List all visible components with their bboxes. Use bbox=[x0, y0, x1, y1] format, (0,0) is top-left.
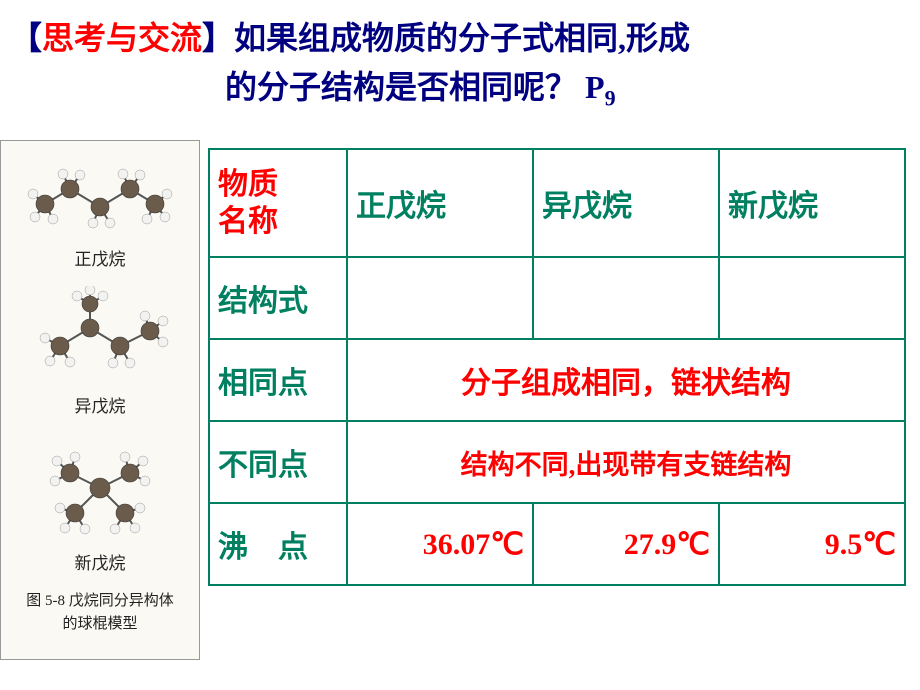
heading-line2: 的分子结构是否相同呢？ P9 bbox=[225, 62, 616, 111]
heading: 【思考与交流】如果组成物质的分子式相同,形成 bbox=[10, 14, 910, 62]
table-row: 相同点 分子组成相同，链状结构 bbox=[209, 339, 905, 421]
page-ref-p: P bbox=[585, 69, 605, 105]
table-row: 沸 点 36.07℃ 27.9℃ 9.5℃ bbox=[209, 503, 905, 585]
cell-struct-3 bbox=[719, 257, 905, 339]
bp-2: 27.9℃ bbox=[533, 503, 719, 585]
table-row: 物质名称 正戊烷 异戊烷 新戊烷 bbox=[209, 149, 905, 257]
row-name-header: 物质名称 bbox=[209, 149, 347, 257]
caption-line1: 戊烷同分异构体 bbox=[69, 593, 174, 609]
table-row: 结构式 bbox=[209, 257, 905, 339]
cell-struct-1 bbox=[347, 257, 533, 339]
pentane-icon bbox=[15, 149, 185, 239]
question-line1: 如果组成物质的分子式相同,形成 bbox=[234, 20, 690, 56]
molecule-3-label: 新戊烷 bbox=[75, 549, 126, 574]
row-diff: 不同点 bbox=[209, 421, 347, 503]
page-ref-num: 9 bbox=[605, 85, 616, 110]
table-row: 不同点 结构不同,出现带有支链结构 bbox=[209, 421, 905, 503]
bracket-close: 】 bbox=[202, 20, 234, 56]
comparison-table: 物质名称 正戊烷 异戊烷 新戊烷 结构式 相同点 分子组成相同，链状结构 不同点… bbox=[208, 148, 906, 586]
molecule-1-label: 正戊烷 bbox=[75, 245, 126, 270]
bp-3: 9.5℃ bbox=[719, 503, 905, 585]
molecule-3: 新戊烷 bbox=[1, 425, 199, 582]
col-2: 异戊烷 bbox=[533, 149, 719, 257]
question-line2: 的分子结构是否相同呢？ bbox=[225, 69, 577, 105]
isopentane-icon bbox=[15, 286, 185, 386]
figure-panel: 正戊烷 异戊烷 bbox=[0, 140, 200, 660]
molecule-2-label: 异戊烷 bbox=[75, 392, 126, 417]
bp-1: 36.07℃ bbox=[347, 503, 533, 585]
molecule-1: 正戊烷 bbox=[1, 141, 199, 278]
bracket-open: 【 bbox=[10, 20, 42, 56]
col-1: 正戊烷 bbox=[347, 149, 533, 257]
caption-line2: 的球棍模型 bbox=[62, 616, 137, 632]
figure-caption: 图 5-8 戊烷同分异构体 的球棍模型 bbox=[1, 582, 199, 643]
molecule-2: 异戊烷 bbox=[1, 278, 199, 425]
col-3: 新戊烷 bbox=[719, 149, 905, 257]
diff-text: 结构不同,出现带有支链结构 bbox=[347, 421, 905, 503]
row-same: 相同点 bbox=[209, 339, 347, 421]
row-struct: 结构式 bbox=[209, 257, 347, 339]
row-bp: 沸 点 bbox=[209, 503, 347, 585]
cell-struct-2 bbox=[533, 257, 719, 339]
same-text: 分子组成相同，链状结构 bbox=[347, 339, 905, 421]
neopentane-icon bbox=[15, 433, 185, 543]
section-title: 思考与交流 bbox=[42, 20, 202, 56]
caption-prefix: 图 5-8 bbox=[26, 593, 65, 609]
